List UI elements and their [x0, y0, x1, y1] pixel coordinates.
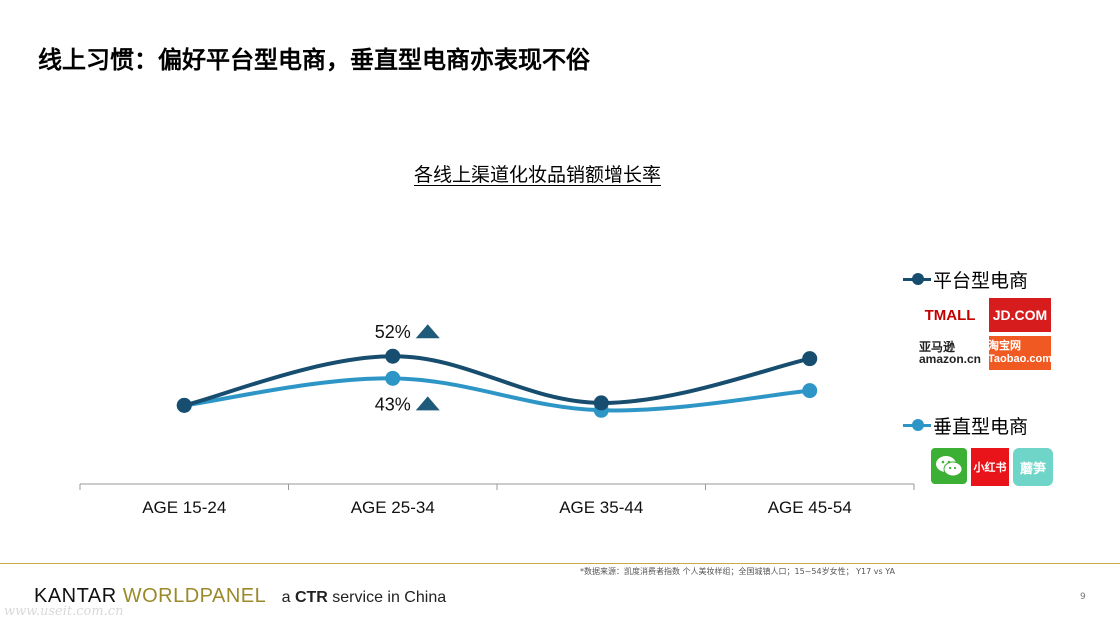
data-point [802, 351, 818, 367]
platform-logos: TMALL JD.COM 亚马逊 amazon.cn 淘宝网 Taobao.co… [919, 298, 1059, 370]
series-line-vertical [182, 376, 812, 413]
brand-tagline: a CTR service in China [281, 589, 447, 606]
data-point [385, 370, 401, 386]
xiaohongshu-logo: 小红书 [971, 448, 1009, 486]
legend-swatch-platform [903, 272, 931, 286]
x-tick-label: AGE 45-54 [768, 498, 852, 517]
data-label: 52% [375, 322, 411, 342]
up-triangle-icon [415, 396, 440, 411]
page-number: 9 [1080, 592, 1086, 602]
x-tick-label: AGE 15-24 [142, 498, 226, 517]
legend-platform: 平台型电商 TMALL JD.COM 亚马逊 amazon.cn 淘宝网 Tao… [903, 266, 1073, 370]
data-point [385, 348, 401, 364]
source-note: *数据来源：凯度消费者指数 个人美妆样组；全国城镇人口；15~54岁女性； Y1… [580, 567, 895, 576]
brand-kantar: KANTAR [34, 585, 117, 607]
footer-rule [0, 563, 1120, 564]
data-point [802, 383, 818, 399]
taobao-logo: 淘宝网 Taobao.com [988, 336, 1052, 370]
series-line-platform [182, 354, 812, 408]
x-tick-label: AGE 25-34 [351, 498, 435, 517]
x-tick-label: AGE 35-44 [559, 498, 643, 517]
legend-label-platform: 平台型电商 [933, 269, 1029, 292]
data-label: 43% [375, 394, 411, 414]
chart-title: 各线上渠道化妆品销额增长率 [413, 164, 661, 186]
amazon-logo: 亚马逊 amazon.cn [919, 336, 981, 370]
wechat-icon [931, 448, 967, 484]
wanjun-logo: 蘑笋 [1013, 448, 1053, 486]
page-title: 线上习惯：偏好平台型电商，垂直型电商亦表现不俗 [38, 46, 590, 74]
vertical-logos: 小红书 蘑笋 [931, 448, 1073, 486]
brand-logo: KANTAR WORLDPANEL a CTR service in China [34, 585, 446, 608]
up-triangle-icon [415, 324, 440, 339]
legend-label-vertical: 垂直型电商 [933, 415, 1029, 438]
watermark: www.useit.com.cn [4, 604, 124, 619]
data-point [176, 397, 192, 413]
tmall-logo: TMALL [919, 298, 981, 332]
brand-worldpanel: WORLDPANEL [122, 585, 266, 607]
legend-swatch-vertical [903, 418, 931, 432]
legend-vertical: 垂直型电商 小红书 蘑笋 [903, 412, 1073, 486]
data-point [593, 395, 609, 411]
jd-logo: JD.COM [989, 298, 1051, 332]
